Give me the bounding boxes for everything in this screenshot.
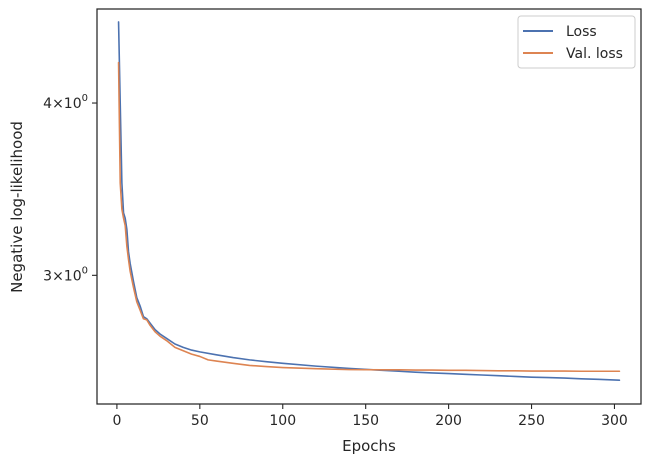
y-tick-label: 4×100 bbox=[43, 93, 88, 112]
legend-label-val-loss: Val. loss bbox=[566, 46, 623, 62]
x-tick-label: 150 bbox=[352, 413, 379, 429]
legend: Loss Val. loss bbox=[517, 15, 636, 69]
y-tick-label: 3×100 bbox=[43, 265, 88, 284]
x-tick-label: 0 bbox=[112, 413, 121, 429]
y-axis-label: Negative log-likelihood bbox=[8, 121, 26, 293]
y-axis: 3×100 4×100 bbox=[43, 93, 97, 284]
x-axis-label: Epochs bbox=[342, 437, 396, 455]
x-tick-label: 50 bbox=[191, 413, 209, 429]
x-tick-label: 250 bbox=[518, 413, 545, 429]
x-axis: 0 50 100 150 200 250 300 bbox=[112, 404, 628, 429]
series-line-val-loss bbox=[117, 61, 621, 373]
legend-box bbox=[517, 15, 636, 69]
legend-label-loss: Loss bbox=[566, 24, 597, 40]
lines-layer bbox=[117, 21, 621, 382]
x-tick-label: 100 bbox=[269, 413, 296, 429]
x-tick-label: 200 bbox=[435, 413, 462, 429]
series-line-loss bbox=[117, 21, 621, 382]
x-tick-label: 300 bbox=[601, 413, 628, 429]
plot-frame bbox=[96, 8, 642, 405]
